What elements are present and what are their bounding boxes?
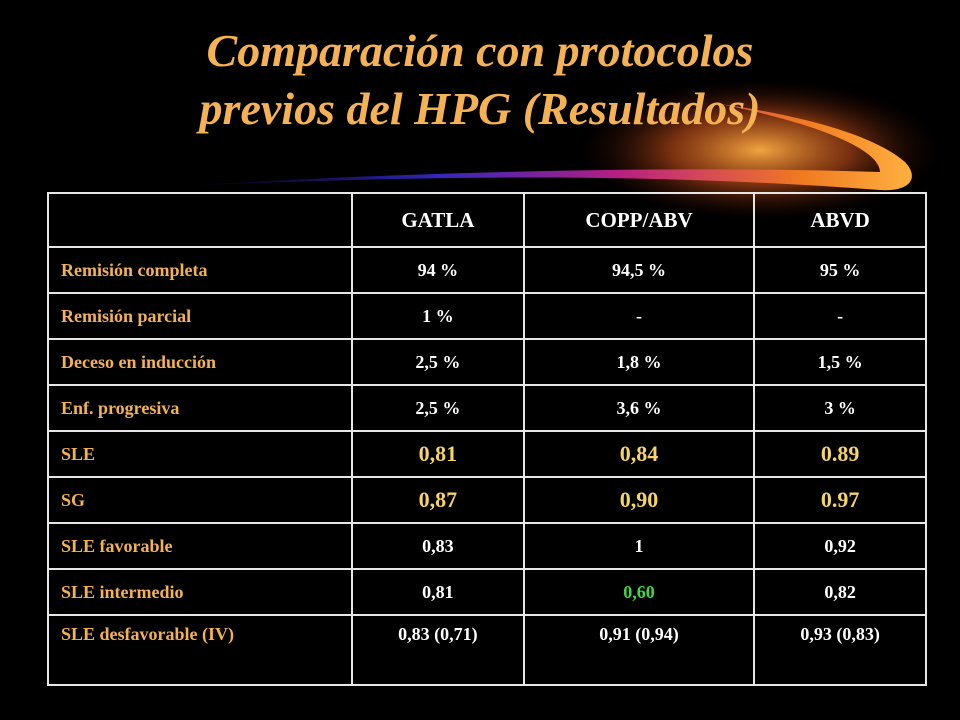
- row-label: Remisión completa: [47, 246, 353, 294]
- cell-gatla: 2,5 %: [351, 384, 525, 432]
- title-line-2: previos del HPG (Resultados): [199, 83, 761, 134]
- cell-copp-abv: 1: [522, 522, 756, 570]
- table-row-sle-intermedio: SLE intermedio 0,81 0,60 0,82: [47, 568, 927, 616]
- table-row-sle-favorable: SLE favorable 0,83 1 0,92: [47, 522, 927, 570]
- cell-gatla: 0,83 (0,71): [351, 614, 525, 686]
- row-label: SLE desfavorable (IV): [47, 614, 353, 686]
- cell-abvd: 0.89: [753, 430, 927, 478]
- table-row-sle: SLE 0,81 0,84 0.89: [47, 430, 927, 478]
- table-header-row: GATLA COPP/ABV ABVD: [47, 192, 927, 248]
- cell-copp-abv: 1,8 %: [522, 338, 756, 386]
- slide-title: Comparación con protocolos previos del H…: [40, 22, 920, 138]
- cell-gatla: 0,81: [351, 568, 525, 616]
- row-label: Remisión parcial: [47, 292, 353, 340]
- row-label: SLE favorable: [47, 522, 353, 570]
- cell-copp-abv: 94,5 %: [522, 246, 756, 294]
- row-label: SLE intermedio: [47, 568, 353, 616]
- cell-abvd: 0.97: [753, 476, 927, 524]
- corner-cell: [47, 192, 353, 248]
- cell-gatla: 0,87: [351, 476, 525, 524]
- row-label: Deceso en inducción: [47, 338, 353, 386]
- cell-gatla: 0,83: [351, 522, 525, 570]
- cell-gatla: 94 %: [351, 246, 525, 294]
- cell-copp-abv: 0,90: [522, 476, 756, 524]
- row-label: SLE: [47, 430, 353, 478]
- cell-copp-abv: 3,6 %: [522, 384, 756, 432]
- cell-copp-abv: 0,84: [522, 430, 756, 478]
- table-row-remision-completa: Remisión completa 94 % 94,5 % 95 %: [47, 246, 927, 294]
- results-table: GATLA COPP/ABV ABVD Remisión completa 94…: [47, 192, 927, 686]
- table-row-deceso-en-induccion: Deceso en inducción 2,5 % 1,8 % 1,5 %: [47, 338, 927, 386]
- cell-copp-abv: -: [522, 292, 756, 340]
- table-row-enf-progresiva: Enf. progresiva 2,5 % 3,6 % 3 %: [47, 384, 927, 432]
- cell-gatla: 1 %: [351, 292, 525, 340]
- cell-abvd: 0,92: [753, 522, 927, 570]
- cell-copp-abv: 0,60: [522, 568, 756, 616]
- cell-abvd: 1,5 %: [753, 338, 927, 386]
- table-row-sg: SG 0,87 0,90 0.97: [47, 476, 927, 524]
- cell-abvd: 0,93 (0,83): [753, 614, 927, 686]
- table-row-sle-desfavorable: SLE desfavorable (IV) 0,83 (0,71) 0,91 (…: [47, 614, 927, 686]
- cell-abvd: 0,82: [753, 568, 927, 616]
- cell-gatla: 0,81: [351, 430, 525, 478]
- column-header-copp-abv: COPP/ABV: [522, 192, 756, 248]
- row-label: Enf. progresiva: [47, 384, 353, 432]
- table-row-remision-parcial: Remisión parcial 1 % - -: [47, 292, 927, 340]
- cell-copp-abv: 0,91 (0,94): [522, 614, 756, 686]
- title-line-1: Comparación con protocolos: [206, 25, 754, 76]
- cell-abvd: 95 %: [753, 246, 927, 294]
- column-header-abvd: ABVD: [753, 192, 927, 248]
- cell-abvd: -: [753, 292, 927, 340]
- cell-abvd: 3 %: [753, 384, 927, 432]
- row-label: SG: [47, 476, 353, 524]
- column-header-gatla: GATLA: [351, 192, 525, 248]
- cell-gatla: 2,5 %: [351, 338, 525, 386]
